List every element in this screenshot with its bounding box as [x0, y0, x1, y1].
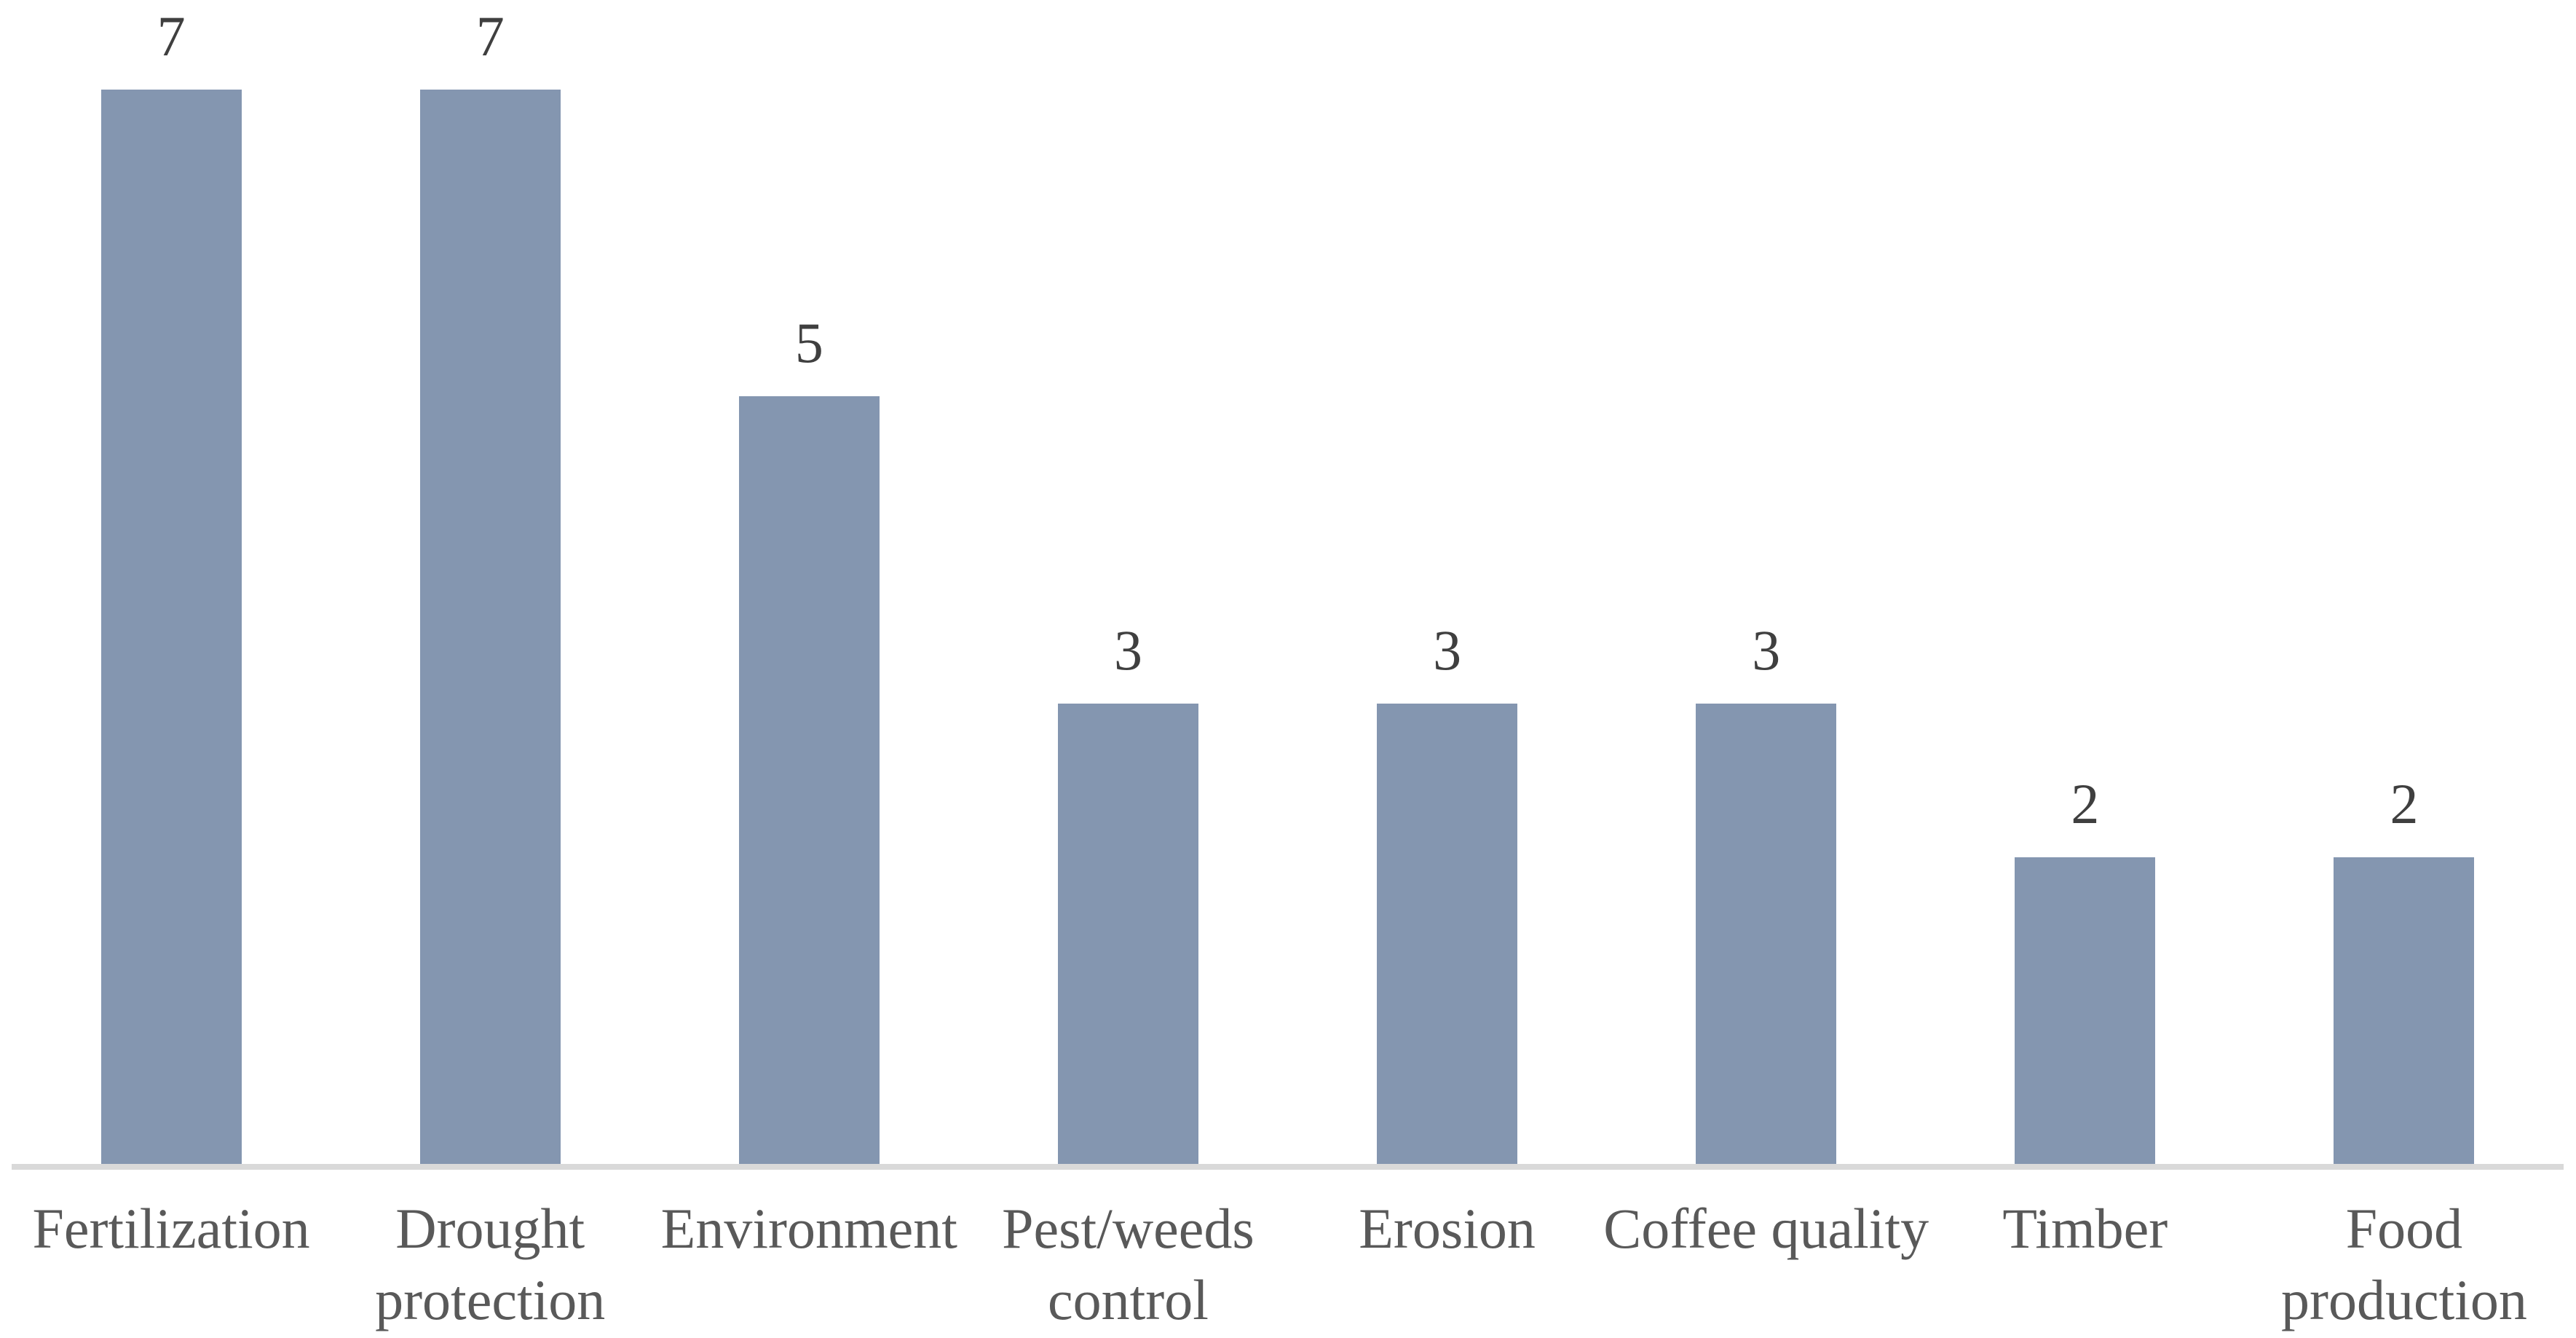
bar: [1377, 703, 1518, 1164]
category-label: Drought protection: [375, 1197, 606, 1331]
category-label: Timber: [2002, 1197, 2168, 1260]
category-label: Erosion: [1359, 1197, 1536, 1260]
bar: [1696, 703, 1837, 1164]
bar-value-label: 3: [1752, 618, 1781, 682]
bar: [738, 396, 880, 1164]
bar: [2015, 857, 2156, 1164]
bar: [419, 90, 561, 1164]
bar-value-label: 3: [1113, 618, 1142, 682]
bar-value-label: 2: [2390, 771, 2419, 835]
bar-value-label: 2: [2071, 771, 2100, 835]
category-label: Coffee quality: [1603, 1197, 1929, 1260]
bar-value-label: 7: [475, 4, 505, 68]
bar: [100, 90, 242, 1164]
category-label: Food production: [2280, 1197, 2527, 1331]
bar-value-label: 7: [157, 4, 186, 68]
bar-value-label: 5: [794, 311, 823, 375]
category-label: Pest/weeds control: [1002, 1197, 1255, 1331]
category-label: Fertilization: [32, 1197, 310, 1260]
bar: [1057, 703, 1198, 1164]
bar-value-label: 3: [1433, 618, 1462, 682]
x-axis-line: [12, 1164, 2564, 1170]
bar: [2334, 857, 2475, 1164]
category-label: Environment: [660, 1197, 957, 1260]
